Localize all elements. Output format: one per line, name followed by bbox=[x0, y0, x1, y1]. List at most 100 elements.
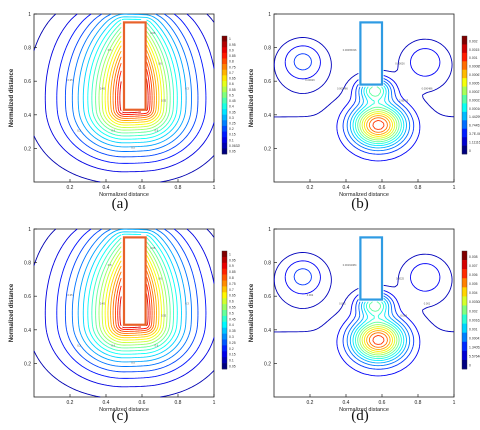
contour-line-11 bbox=[367, 331, 390, 350]
colorbar-label: 0.9 bbox=[229, 264, 234, 268]
colorbar-label: 0.002 bbox=[469, 39, 478, 43]
colorbar-label: 0.7 bbox=[229, 71, 234, 75]
colorbar-label: 0.35 bbox=[229, 110, 236, 114]
colorbar-label: 0.55 bbox=[229, 88, 236, 92]
contour-line-14 bbox=[111, 265, 157, 335]
contour-line-7 bbox=[358, 302, 399, 357]
contour-svg-a: 0.50.450.60.550.350.30.2 0.40.50.60.650.2… bbox=[0, 0, 240, 196]
colorbar-label: 0.95 bbox=[229, 43, 236, 47]
colorbar-swatch bbox=[222, 304, 227, 311]
y-tick-label: 0.8 bbox=[24, 261, 31, 267]
contour-line-9 bbox=[362, 112, 395, 139]
colorbar-label: 0.85 bbox=[229, 270, 236, 274]
x-axis-label: Normalized distance bbox=[99, 192, 149, 196]
colorbar-label: 1.11116E-07 bbox=[469, 140, 480, 144]
contour-line-4 bbox=[72, 229, 191, 367]
contour-value-label: 0.2 bbox=[77, 344, 81, 348]
colorbar-swatch bbox=[222, 280, 227, 287]
colorbar-label: 0.45 bbox=[229, 317, 236, 321]
x-tick-label: 0.2 bbox=[67, 400, 74, 406]
colorbar-label: 0.6 bbox=[229, 300, 234, 304]
contour-value-label: 0.35 bbox=[67, 78, 73, 82]
contour-line-11 bbox=[102, 251, 164, 343]
colorbar-swatch bbox=[462, 95, 467, 104]
colorbar-label: 0.4 bbox=[229, 105, 234, 109]
contour-line-5 bbox=[78, 14, 186, 147]
colorbar-label: 0.25 bbox=[229, 341, 236, 345]
colorbar-swatch bbox=[462, 52, 467, 62]
contour-line-17 bbox=[118, 69, 150, 114]
contour-line-15 bbox=[113, 56, 154, 119]
contour-line-12 bbox=[105, 40, 161, 125]
colorbar-swatch bbox=[222, 92, 227, 99]
contour-line-2 bbox=[294, 269, 414, 370]
colorbar-label: 6.74453E-06 bbox=[469, 124, 480, 128]
colorbar-label: 5.57646E-07 bbox=[469, 355, 480, 359]
contour-value-label: 0.55 bbox=[161, 313, 167, 317]
contour-value-label: 0.45 bbox=[100, 302, 106, 306]
colorbar-label: 3.7E-06 bbox=[469, 132, 480, 136]
colorbar-swatch bbox=[222, 333, 227, 340]
colorbar-label: 0.15 bbox=[229, 353, 236, 357]
colorbar-swatch bbox=[222, 298, 227, 305]
contour-lines bbox=[34, 229, 214, 397]
y-tick-label: 0.8 bbox=[24, 46, 31, 52]
y-tick-label: 0.4 bbox=[24, 113, 31, 119]
contour-line-10 bbox=[99, 246, 167, 345]
y-axis-label: Normalized distance bbox=[249, 68, 255, 127]
colorbar-label: 0.2 bbox=[229, 127, 234, 131]
contour-line-16 bbox=[115, 277, 152, 332]
colorbar-swatch bbox=[222, 339, 227, 346]
y-axis-label: Normalized distance bbox=[9, 68, 15, 127]
colorbar-swatch bbox=[462, 350, 467, 361]
contour-value-label: 0.3 bbox=[185, 87, 189, 91]
contour-value-label: 0.6 bbox=[158, 276, 162, 280]
panel-label-d: (d) bbox=[351, 408, 369, 424]
contour-line-8 bbox=[92, 23, 174, 136]
y-tick-label: 0.2 bbox=[24, 146, 31, 152]
contour-line-1 bbox=[285, 46, 440, 161]
colorbar-swatch bbox=[462, 36, 467, 45]
contour-value-label: 0.0025 bbox=[396, 276, 404, 280]
contour-line-5 bbox=[353, 301, 404, 361]
colorbar-swatch bbox=[222, 52, 227, 59]
colorbar-label: 0.15 bbox=[229, 133, 236, 137]
contour-line-3 bbox=[347, 296, 410, 366]
colorbar-swatch bbox=[462, 323, 467, 333]
contour-lines bbox=[274, 253, 454, 376]
colorbar-label: 0.00023815 bbox=[469, 98, 480, 102]
colorbar-swatch bbox=[222, 292, 227, 299]
contour-value-label: 0.00162084 bbox=[343, 263, 357, 267]
contour-plot-c: 0.5 0.45 0.6 0.55 0.35 0.3 0.2 0.4 0.5 0.6 0.65 0.2… bbox=[0, 215, 240, 411]
colorbar-frame bbox=[461, 250, 468, 370]
colorbar-swatch bbox=[462, 128, 467, 138]
x-tick-label: 0.4 bbox=[343, 400, 350, 406]
colorbar-label: 0.00016 bbox=[469, 107, 480, 111]
panel-label-c: (c) bbox=[111, 408, 129, 424]
colorbar-swatch bbox=[222, 75, 227, 82]
contour-value-label: 0.35 bbox=[67, 293, 73, 297]
colorbar-swatch bbox=[222, 310, 227, 317]
contour-line-1 bbox=[45, 14, 214, 172]
y-tick-label: 0.4 bbox=[264, 113, 271, 119]
contour-line-7 bbox=[88, 19, 177, 139]
colorbar-swatch bbox=[462, 314, 467, 324]
x-tick-label: 0.4 bbox=[343, 185, 350, 191]
colorbar-swatch bbox=[462, 69, 467, 79]
colorbar-label: 0.05 bbox=[229, 150, 236, 154]
contour-value-label: 0.6 bbox=[155, 129, 159, 133]
x-axis-label: Normalized distance bbox=[339, 192, 389, 196]
colorbar-label: 0.3 bbox=[229, 116, 234, 120]
contour-line-9 bbox=[96, 242, 171, 348]
colorbar-swatch bbox=[462, 278, 467, 288]
colorbar-swatch bbox=[462, 260, 467, 270]
colorbar-label: 0.7 bbox=[229, 288, 234, 292]
colorbar-swatch bbox=[462, 341, 467, 352]
y-tick-label: 0.8 bbox=[264, 261, 271, 267]
colorbar-swatch bbox=[222, 69, 227, 76]
x-axis-label: Normalized distance bbox=[339, 407, 389, 411]
colorbar-swatch bbox=[222, 58, 227, 65]
contour-line-5 bbox=[78, 229, 186, 362]
colorbar-swatch bbox=[222, 47, 227, 54]
contour-plot-b: 0.00065036 0.000486 0.00026 2.6E-05 0.00026 0… bbox=[240, 0, 480, 196]
